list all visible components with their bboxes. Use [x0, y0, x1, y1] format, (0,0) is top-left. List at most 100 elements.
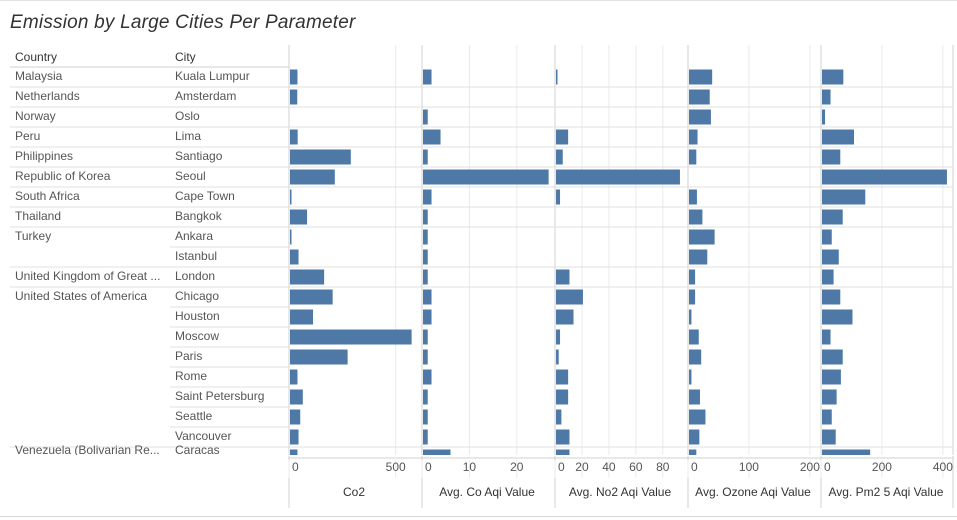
bar-avg-co-aqi-value [423, 369, 432, 385]
bar-avg-pm2-5-aqi-value [822, 149, 841, 165]
bar-avg-pm2-5-aqi-value [822, 229, 832, 245]
header-country: Country [15, 50, 57, 64]
top-rule [0, 0, 957, 1]
bar-avg-pm2-5-aqi-value [822, 69, 844, 85]
country-label: Turkey [15, 229, 51, 243]
bar-avg-pm2-5-aqi-value [822, 349, 843, 365]
axis-title: Avg. Pm2 5 Aqi Value [829, 485, 944, 499]
bar-avg-pm2-5-aqi-value [822, 409, 832, 425]
bar-avg-co-aqi-value [423, 309, 432, 325]
city-label: Chicago [175, 289, 219, 303]
bar-avg-pm2-5-aqi-value [822, 329, 831, 345]
bar-avg-ozone-aqi-value [689, 229, 715, 245]
city-label-cut-off: Caracas [175, 443, 220, 457]
bar-avg-ozone-aqi-value [689, 409, 706, 425]
bar-avg-no2-aqi-value [556, 189, 561, 205]
header-city: City [175, 50, 196, 64]
bar-avg-co-aqi-value [423, 389, 428, 405]
bar-cut-off [423, 449, 451, 456]
bar-co2 [290, 249, 299, 265]
bar-co2 [290, 429, 299, 445]
city-label: Istanbul [175, 249, 217, 263]
bar-avg-no2-aqi-value [556, 329, 561, 345]
city-label: Moscow [175, 329, 219, 343]
city-label: Seoul [175, 169, 206, 183]
bar-avg-ozone-aqi-value [689, 309, 692, 325]
country-label: South Africa [15, 189, 80, 203]
axis-title: Avg. Co Aqi Value [439, 485, 535, 499]
tick-label: 100 [739, 460, 759, 474]
clip-mask [0, 455, 957, 505]
bar-co2 [290, 209, 308, 225]
bar-avg-ozone-aqi-value [689, 89, 710, 105]
bar-avg-pm2-5-aqi-value [822, 209, 843, 225]
tick-label: 60 [629, 460, 643, 474]
bar-avg-ozone-aqi-value [689, 129, 698, 145]
bar-avg-ozone-aqi-value [689, 189, 697, 205]
chart-title: Emission by Large Cities Per Parameter [10, 12, 356, 33]
bar-avg-ozone-aqi-value [689, 69, 713, 85]
bar-avg-ozone-aqi-value [689, 369, 692, 385]
bar-avg-co-aqi-value [423, 249, 428, 265]
bar-avg-co-aqi-value [423, 269, 428, 285]
bar-avg-co-aqi-value [423, 149, 428, 165]
bar-avg-co-aqi-value [423, 129, 441, 145]
bar-avg-no2-aqi-value [556, 269, 570, 285]
bar-co2 [290, 289, 333, 305]
bar-avg-pm2-5-aqi-value [822, 429, 836, 445]
city-label: Paris [175, 349, 202, 363]
bar-co2 [290, 129, 298, 145]
bar-co2 [290, 169, 335, 185]
bar-co2 [290, 369, 298, 385]
bar-avg-pm2-5-aqi-value [822, 249, 839, 265]
tick-label: 20 [575, 460, 589, 474]
bar-cut-off [822, 449, 871, 456]
bar-avg-ozone-aqi-value [689, 429, 700, 445]
axis-title: Avg. No2 Aqi Value [569, 485, 672, 499]
city-label: Seattle [175, 409, 213, 423]
bar-avg-pm2-5-aqi-value [822, 389, 837, 405]
tick-label: 20 [510, 460, 524, 474]
bar-cut-off [556, 449, 570, 456]
bar-co2 [290, 189, 292, 205]
bar-co2 [290, 349, 348, 365]
bar-co2 [290, 309, 314, 325]
country-label: Norway [15, 109, 56, 123]
axis-title: Co2 [343, 485, 365, 499]
city-label: London [175, 269, 215, 283]
city-label: Kuala Lumpur [175, 69, 250, 83]
tick-label: 0 [691, 460, 698, 474]
bottom-rule [0, 516, 957, 517]
bar-avg-pm2-5-aqi-value [822, 289, 841, 305]
tick-label: 40 [602, 460, 616, 474]
bar-avg-no2-aqi-value [556, 129, 569, 145]
tick-label: 400 [933, 460, 953, 474]
bar-avg-co-aqi-value [423, 69, 432, 85]
bar-avg-no2-aqi-value [556, 169, 680, 185]
bar-avg-co-aqi-value [423, 349, 428, 365]
country-label-cut-off: Venezuela (Bolivarian Re... [15, 443, 160, 457]
axis-title: Avg. Ozone Aqi Value [695, 485, 811, 499]
city-label: Oslo [175, 109, 200, 123]
bar-avg-co-aqi-value [423, 169, 549, 185]
bar-avg-co-aqi-value [423, 189, 432, 205]
bar-avg-pm2-5-aqi-value [822, 369, 841, 385]
bar-avg-ozone-aqi-value [689, 109, 711, 125]
bar-co2 [290, 89, 298, 105]
bar-avg-no2-aqi-value [556, 309, 574, 325]
city-label: Bangkok [175, 209, 223, 223]
country-label: Netherlands [15, 89, 80, 103]
country-label: Peru [15, 129, 40, 143]
country-label: Thailand [15, 209, 61, 223]
bar-avg-ozone-aqi-value [689, 389, 700, 405]
tick-label: 80 [656, 460, 670, 474]
bar-avg-ozone-aqi-value [689, 349, 702, 365]
bar-avg-pm2-5-aqi-value [822, 189, 866, 205]
tick-label: 0 [425, 460, 432, 474]
tick-label: 200 [800, 460, 820, 474]
tick-label: 10 [463, 460, 477, 474]
country-label: Malaysia [15, 69, 63, 83]
city-label: Lima [175, 129, 201, 143]
city-label: Saint Petersburg [175, 389, 264, 403]
